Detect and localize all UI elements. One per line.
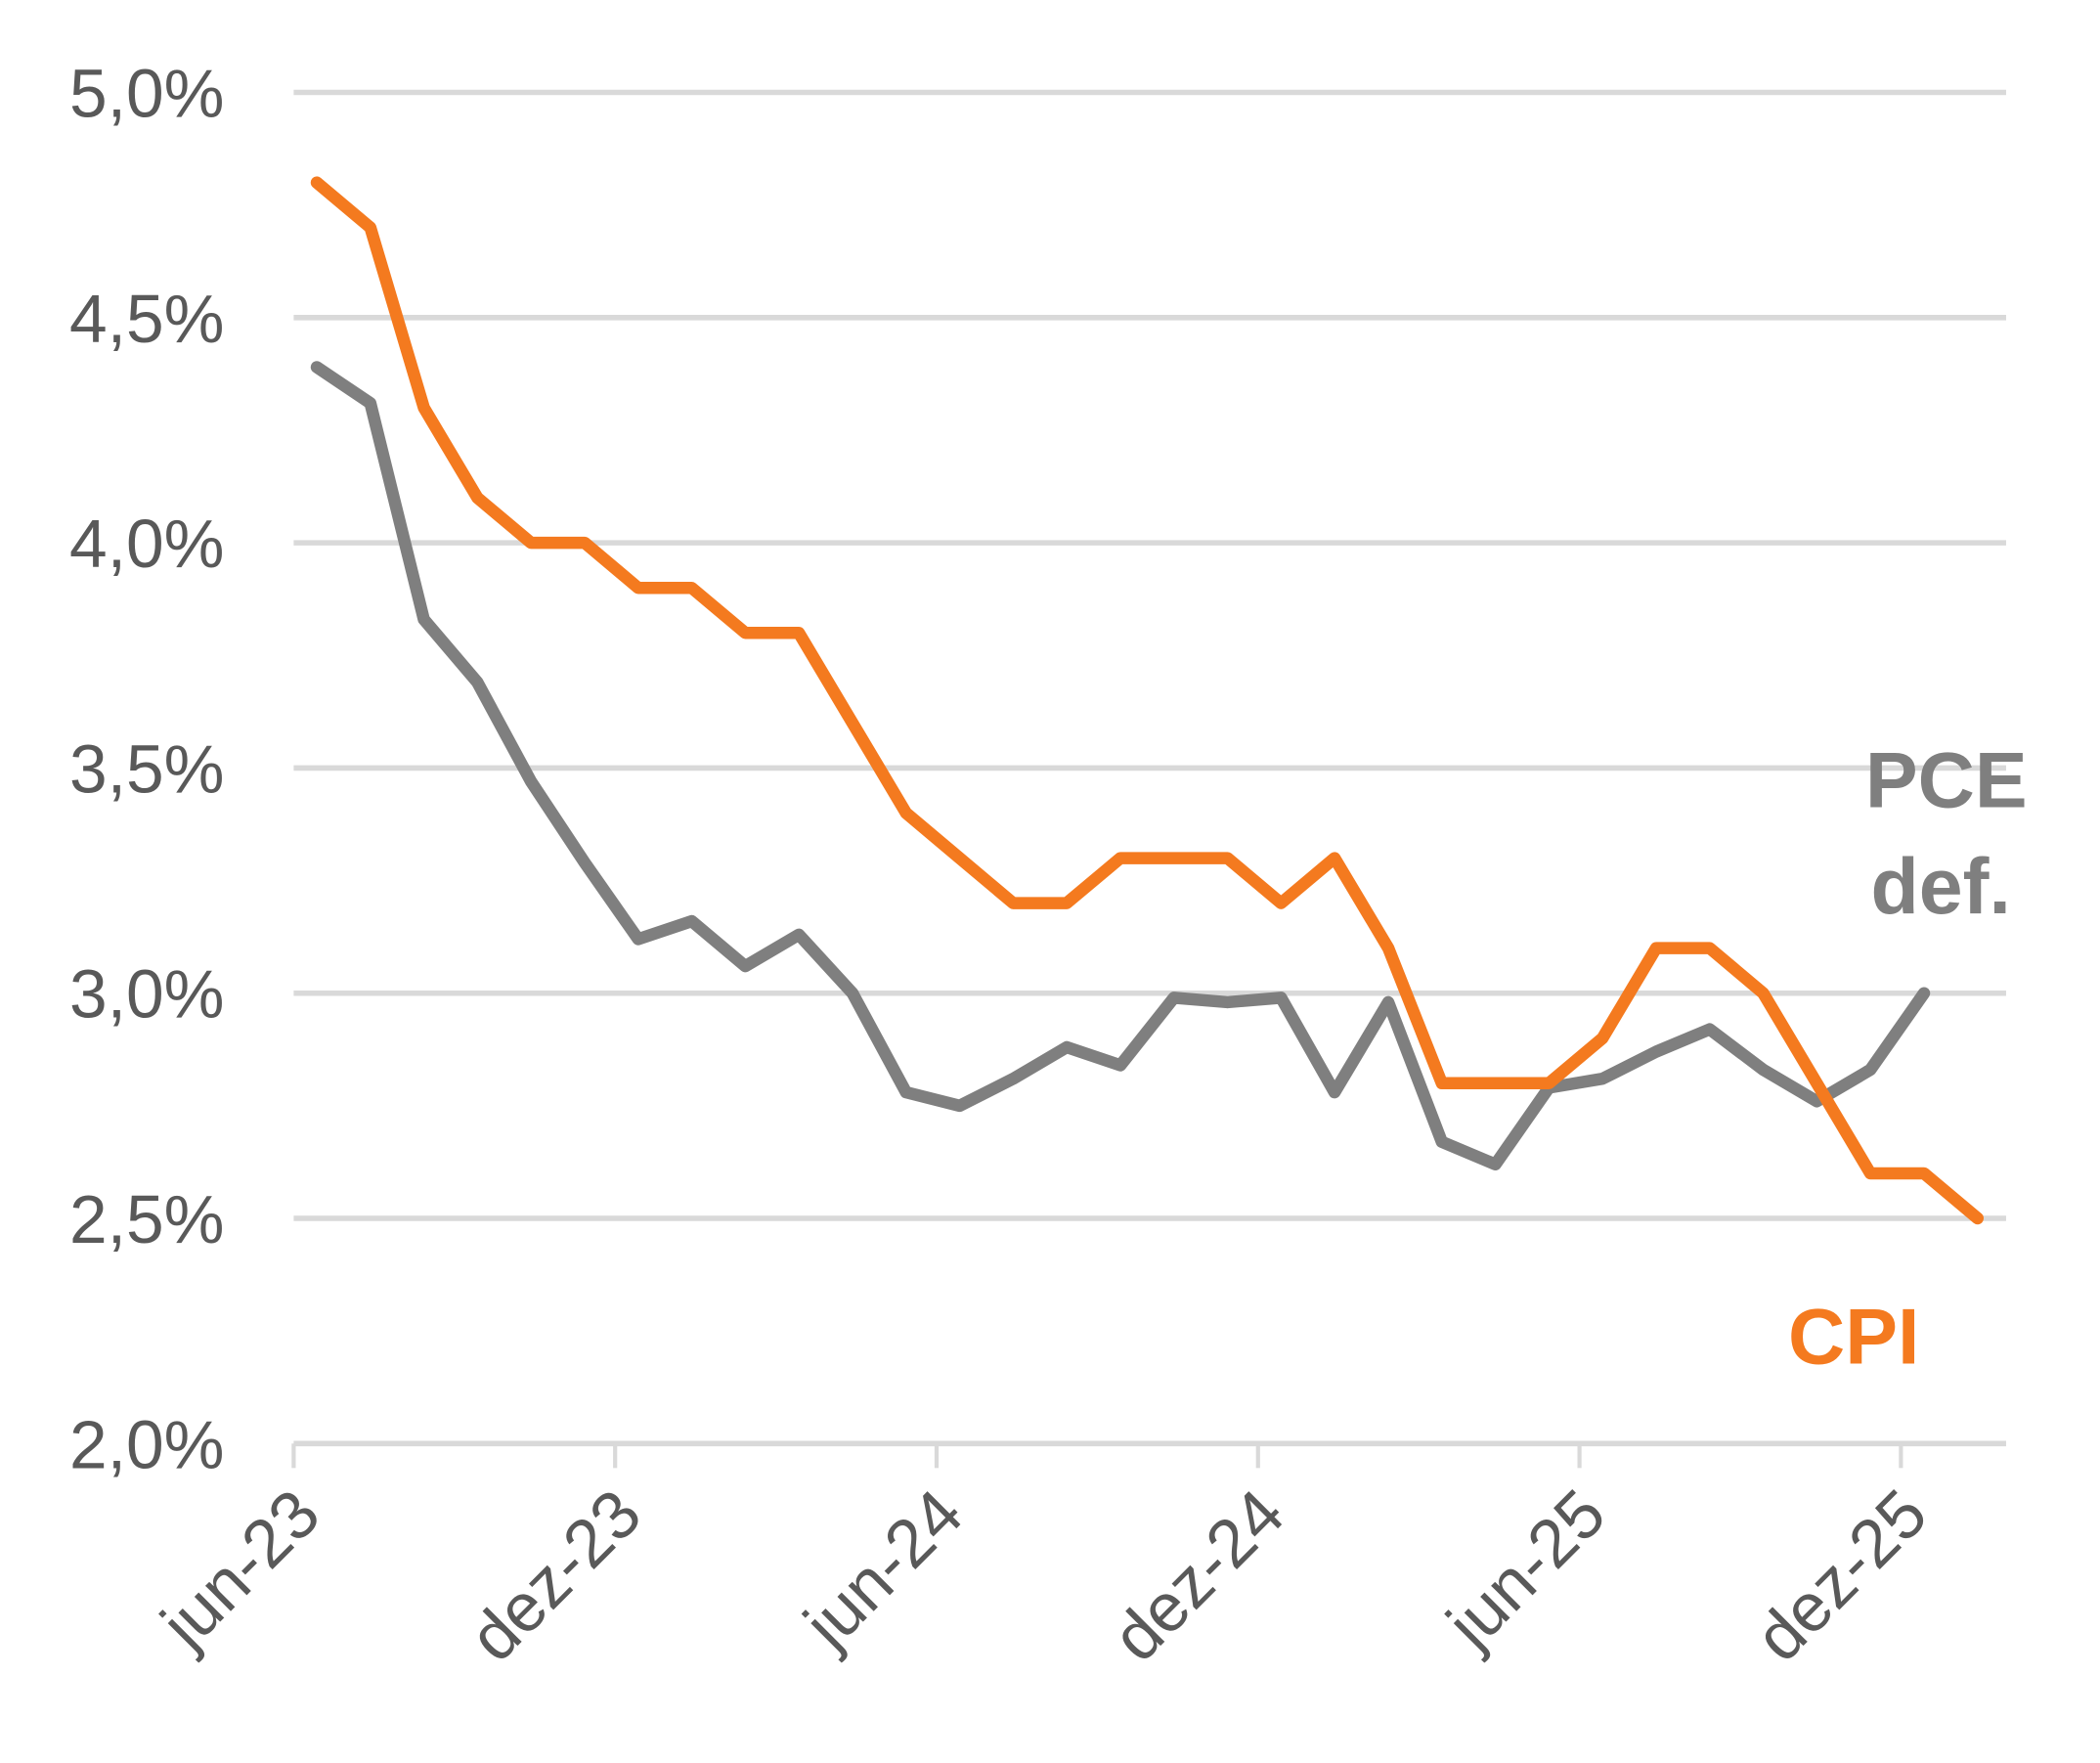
y-tick-label: 5,0% [69,56,224,132]
legend-label-pce-line1: PCE [1865,737,2028,825]
x-tick-label: jun-23 [145,1475,333,1663]
y-tick-label: 3,0% [69,956,224,1033]
x-tick-label: dez-25 [1740,1475,1941,1675]
y-tick-label: 2,5% [69,1181,224,1257]
series-line-cpi [310,176,1985,1225]
y-axis: 2,0% 2,5% 3,0% 3,5% 4,0% 4,5% 5,0% [69,56,224,1483]
y-tick-label: 2,0% [69,1406,224,1482]
grid-lines [293,89,2006,1447]
series-lines [310,176,1985,1225]
x-tick-label: jun-25 [1431,1475,1620,1663]
legend-label-pce-line2: def. [1871,843,2011,931]
legend-label-cpi: CPI [1788,1293,1919,1381]
x-axis: jun-23 dez-23 jun-24 dez-24 jun-25 dez-25 [145,1443,1942,1676]
y-tick-label: 4,0% [69,506,224,582]
x-tick-label: dez-24 [1098,1475,1298,1675]
x-tick-label: jun-24 [788,1475,977,1663]
x-tick-label: dez-23 [455,1475,655,1675]
y-tick-label: 4,5% [69,281,224,357]
y-tick-label: 3,5% [69,730,224,807]
